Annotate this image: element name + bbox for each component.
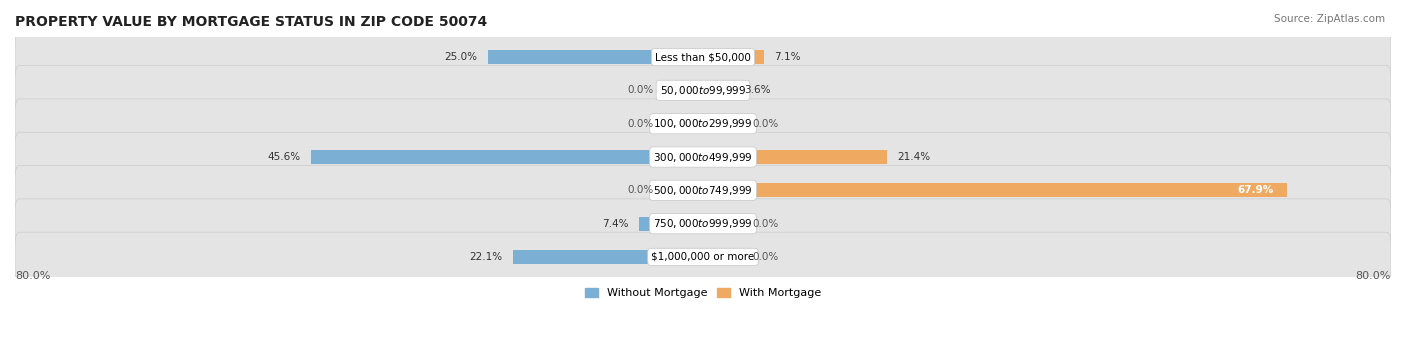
- Text: 3.6%: 3.6%: [744, 85, 770, 95]
- Text: 7.4%: 7.4%: [603, 219, 628, 229]
- Bar: [664, 119, 703, 128]
- Text: 80.0%: 80.0%: [15, 271, 51, 281]
- Text: 7.1%: 7.1%: [775, 52, 801, 62]
- Text: 0.0%: 0.0%: [752, 119, 779, 129]
- Bar: [703, 119, 742, 128]
- Bar: [664, 86, 703, 95]
- Text: 0.0%: 0.0%: [752, 252, 779, 262]
- Text: Less than $50,000: Less than $50,000: [655, 52, 751, 62]
- Text: 0.0%: 0.0%: [627, 85, 654, 95]
- Text: $1,000,000 or more: $1,000,000 or more: [651, 252, 755, 262]
- Text: PROPERTY VALUE BY MORTGAGE STATUS IN ZIP CODE 50074: PROPERTY VALUE BY MORTGAGE STATUS IN ZIP…: [15, 15, 488, 29]
- FancyBboxPatch shape: [15, 65, 1391, 115]
- Text: $500,000 to $749,999: $500,000 to $749,999: [654, 184, 752, 197]
- FancyBboxPatch shape: [15, 166, 1391, 215]
- FancyBboxPatch shape: [15, 99, 1391, 149]
- Text: 22.1%: 22.1%: [470, 252, 502, 262]
- Bar: [703, 219, 742, 228]
- Bar: [703, 83, 734, 98]
- Text: 25.0%: 25.0%: [444, 52, 478, 62]
- FancyBboxPatch shape: [15, 132, 1391, 182]
- Bar: [513, 250, 703, 264]
- Text: 0.0%: 0.0%: [627, 186, 654, 195]
- FancyBboxPatch shape: [15, 232, 1391, 282]
- FancyBboxPatch shape: [15, 199, 1391, 249]
- Text: $300,000 to $499,999: $300,000 to $499,999: [654, 150, 752, 164]
- Text: 67.9%: 67.9%: [1237, 186, 1274, 195]
- Bar: [488, 50, 703, 64]
- Text: $750,000 to $999,999: $750,000 to $999,999: [654, 217, 752, 230]
- Text: 21.4%: 21.4%: [897, 152, 931, 162]
- Text: 80.0%: 80.0%: [1355, 271, 1391, 281]
- Bar: [703, 150, 887, 164]
- Text: $50,000 to $99,999: $50,000 to $99,999: [659, 84, 747, 97]
- Bar: [703, 50, 763, 64]
- Bar: [311, 150, 703, 164]
- Bar: [640, 217, 703, 231]
- Text: $100,000 to $299,999: $100,000 to $299,999: [654, 117, 752, 130]
- Bar: [664, 186, 703, 195]
- Text: 45.6%: 45.6%: [267, 152, 301, 162]
- Text: Source: ZipAtlas.com: Source: ZipAtlas.com: [1274, 14, 1385, 24]
- Text: 0.0%: 0.0%: [752, 219, 779, 229]
- FancyBboxPatch shape: [15, 32, 1391, 82]
- Text: 0.0%: 0.0%: [627, 119, 654, 129]
- Bar: [703, 183, 1286, 197]
- Bar: [703, 252, 742, 262]
- Legend: Without Mortgage, With Mortgage: Without Mortgage, With Mortgage: [581, 283, 825, 302]
